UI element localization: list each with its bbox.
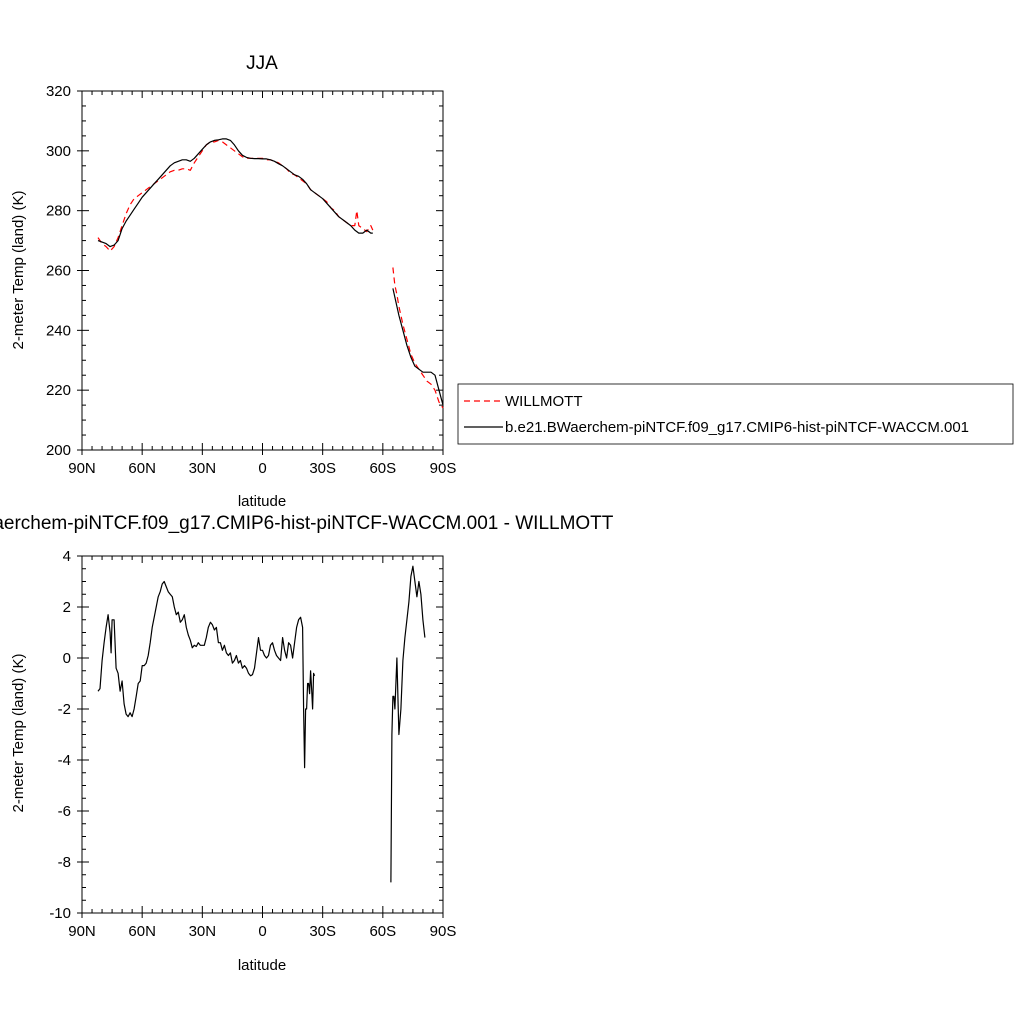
y-tick-label: 280 (46, 203, 71, 220)
bottom-panel: b.e21.BWaerchem-piNTCF.f09_g17.CMIP6-his… (0, 513, 614, 974)
top-panel: JJA 90N 60N 30N 0 30S 60S 90S 200 220 240 260 280 30… (10, 53, 456, 510)
legend: WILLMOTT b.e21.BWaerchem-piNTCF.f09_g17.… (457, 383, 1014, 445)
y-tick-label: 220 (46, 382, 71, 399)
y-tick-label: 260 (46, 263, 71, 280)
legend-willmott-label: WILLMOTT (505, 393, 583, 410)
x-tick-label: 60N (128, 460, 156, 477)
bottom-plot-frame (81, 555, 444, 914)
top-chart-title: JJA (246, 53, 278, 74)
y-tick-label: 320 (46, 83, 71, 100)
willmott-series-line-seg0 (97, 139, 374, 252)
top-axis-ticks: 90N 60N 30N 0 30S 60S 90S 200 220 240 260 280 300 320 (46, 83, 456, 477)
model-series-line-seg0 (97, 138, 373, 248)
top-plot-frame (81, 90, 444, 451)
y-tick-label: -4 (58, 752, 71, 769)
y-tick-label: 200 (46, 442, 71, 459)
y-tick-label: -10 (49, 905, 71, 922)
model-series-line-seg1 (392, 288, 444, 406)
x-tick-label: 90S (430, 460, 457, 477)
y-tick-label: 240 (46, 322, 71, 339)
x-tick-label: 60S (369, 460, 396, 477)
top-y-axis-label: 2-meter Temp (land) (K) (10, 191, 27, 350)
y-tick-label: 300 (46, 143, 71, 160)
bottom-y-axis-label: 2-meter Temp (land) (K) (10, 654, 27, 813)
bottom-chart-title: b.e21.BWaerchem-piNTCF.f09_g17.CMIP6-his… (0, 513, 614, 534)
x-tick-label: 30S (309, 460, 336, 477)
bottom-x-axis-label: latitude (238, 957, 286, 974)
top-x-axis-label: latitude (238, 493, 286, 510)
model-series-line-seg0 (97, 580, 316, 769)
y-tick-label: 4 (63, 548, 71, 565)
legend-box (457, 383, 1014, 445)
bottom-axis-ticks: 90N 60N 30N 0 30S 60S 90S -10 -8 -6 -4 -2 0 2 4 (49, 548, 456, 940)
y-tick-label: 2 (63, 599, 71, 616)
legend-model-label: b.e21.BWaerchem-piNTCF.f09_g17.CMIP6-his… (505, 419, 969, 436)
x-tick-label: 90N (68, 923, 96, 940)
y-tick-label: -6 (58, 803, 71, 820)
x-tick-label: 60N (128, 923, 156, 940)
y-tick-label: 0 (63, 650, 71, 667)
top-series-lines (97, 138, 444, 409)
x-tick-label: 90N (68, 460, 96, 477)
y-tick-label: -8 (58, 854, 71, 871)
x-tick-label: 0 (258, 460, 266, 477)
x-tick-label: 30S (309, 923, 336, 940)
bottom-series-lines (97, 565, 426, 883)
x-tick-label: 60S (369, 923, 396, 940)
x-tick-label: 30N (189, 923, 217, 940)
x-tick-label: 30N (189, 460, 217, 477)
x-tick-label: 90S (430, 923, 457, 940)
y-tick-label: -2 (58, 701, 71, 718)
x-tick-label: 0 (258, 923, 266, 940)
model-series-line-seg1 (390, 565, 426, 883)
willmott-series-line-seg1 (392, 267, 444, 409)
